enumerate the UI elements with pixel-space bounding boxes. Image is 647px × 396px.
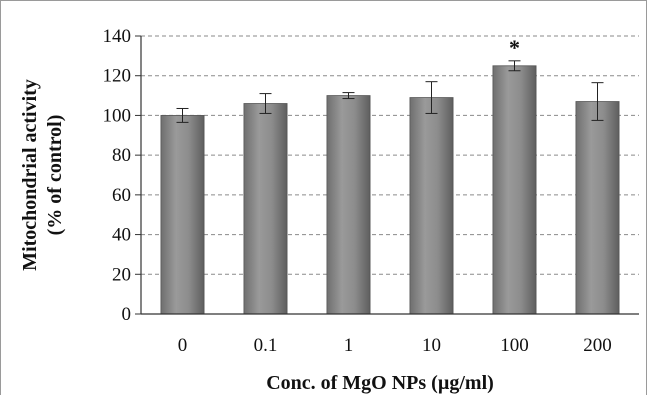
y-tick-label-0: 0	[122, 304, 132, 325]
y-tick-label-40: 40	[112, 225, 131, 246]
y-tick-label-20: 20	[112, 264, 131, 285]
x-tick-label-1: 1	[344, 335, 354, 356]
x-tick-label-0.1: 0.1	[254, 335, 278, 356]
y-tick-label-140: 140	[103, 26, 132, 47]
y-tick-label-80: 80	[112, 145, 131, 166]
axes	[135, 35, 639, 315]
bar-1	[326, 95, 371, 315]
bar-10	[409, 97, 454, 315]
x-tick-label-0: 0	[178, 335, 188, 356]
x-tick-label-100: 100	[500, 335, 529, 356]
bar-100	[492, 65, 537, 315]
y-tick-label-60: 60	[112, 185, 131, 206]
y-tick-label-100: 100	[103, 105, 132, 126]
tick-labels: 0 20 40 60 80 100 120 140 0 0.1 1 10 100 200 *	[103, 26, 612, 356]
x-axis-title: Conc. of MgO NPs (µg/ml)	[266, 372, 494, 394]
bar-0.1	[243, 103, 288, 315]
x-tick-label-10: 10	[422, 335, 441, 356]
y-axis-title-line1: Mitochondrial activity	[19, 79, 41, 271]
significance-marker-100: *	[509, 35, 520, 60]
y-tick-label-120: 120	[103, 66, 132, 87]
x-tick-label-200: 200	[583, 335, 612, 356]
bar-0	[160, 115, 205, 315]
bar-200	[575, 101, 620, 315]
bars	[160, 60, 620, 315]
gridlines	[141, 35, 639, 275]
y-axis-title-line2: (% of control)	[44, 115, 66, 236]
